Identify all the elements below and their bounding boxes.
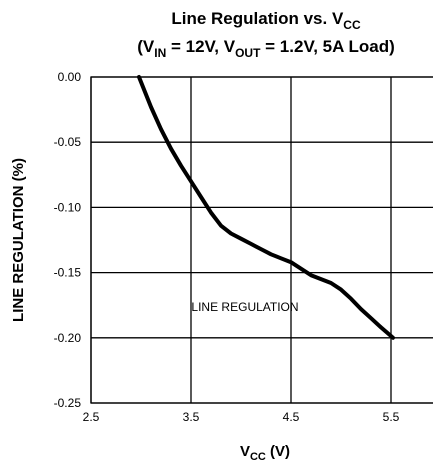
y-axis-label: LINE REGULATION (%) [10, 158, 27, 322]
gridlines [90, 76, 433, 404]
x-tick-label: 3.5 [183, 410, 200, 424]
annotation-line-regulation: LINE REGULATION [191, 300, 298, 314]
y-tick-label: -0.15 [54, 266, 82, 280]
x-tick-label: 5.5 [383, 410, 400, 424]
x-axis-label: VCC (V) [240, 443, 290, 463]
plot-frame [90, 76, 433, 404]
y-tick-label: -0.20 [54, 331, 82, 345]
plot-area [90, 75, 433, 404]
chart-title-line2: (VIN = 12V, VOUT = 1.2V, 5A Load) [137, 37, 395, 60]
y-tick-label: 0.00 [58, 70, 82, 84]
x-tick-labels: 2.5 3.5 4.5 5.5 [83, 410, 400, 424]
y-tick-label: -0.05 [54, 135, 82, 149]
x-tick-label: 2.5 [83, 410, 100, 424]
chart-title-line1: Line Regulation vs. VCC [171, 9, 361, 32]
y-tick-label: -0.25 [54, 396, 82, 410]
series-line-regulation [137, 75, 395, 340]
x-tick-label: 4.5 [283, 410, 300, 424]
y-tick-label: -0.10 [54, 200, 82, 214]
y-tick-labels: 0.00 -0.05 -0.10 -0.15 -0.20 -0.25 [54, 70, 82, 410]
